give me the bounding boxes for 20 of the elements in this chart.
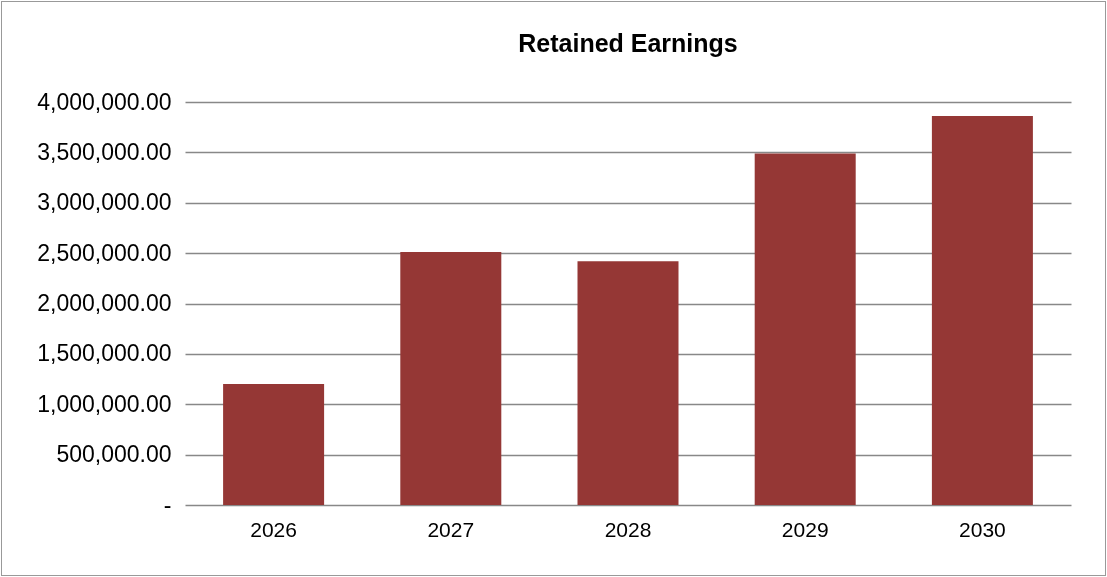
bar	[754, 153, 856, 505]
bar	[400, 252, 502, 505]
y-tick-label: 1,500,000.00	[37, 340, 172, 367]
y-tick-label: 500,000.00	[56, 441, 172, 468]
x-tick-label: 2028	[604, 517, 652, 541]
y-tick-label: 2,500,000.00	[37, 239, 172, 266]
y-tick-label: 3,500,000.00	[37, 138, 172, 165]
bar	[577, 261, 679, 505]
bar	[931, 116, 1033, 505]
y-tick-label: 2,000,000.00	[37, 290, 172, 316]
y-tick-label: 3,000,000.00	[37, 189, 172, 216]
y-tick-label: -	[163, 491, 172, 518]
x-tick-label: 2027	[427, 517, 475, 541]
y-tick-label: 1,000,000.00	[37, 390, 172, 417]
x-tick-label: 2029	[781, 517, 829, 541]
x-tick-label: 2030	[959, 517, 1006, 541]
bar	[223, 384, 325, 505]
x-tick-label: 2026	[250, 517, 297, 541]
chart-title: Retained Earnings	[518, 29, 738, 57]
y-tick-label: 4,000,000.00	[37, 88, 172, 115]
